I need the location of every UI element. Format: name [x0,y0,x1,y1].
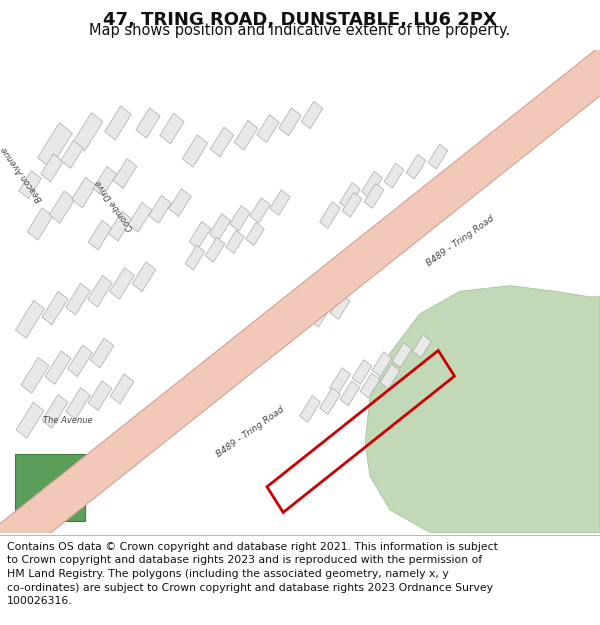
Polygon shape [230,206,250,231]
Polygon shape [310,302,330,328]
Polygon shape [45,351,71,384]
Polygon shape [21,357,49,393]
Text: The Avenue: The Avenue [43,416,93,425]
Text: Map shows position and indicative extent of the property.: Map shows position and indicative extent… [89,22,511,38]
Polygon shape [149,196,171,223]
Polygon shape [189,221,211,249]
Polygon shape [42,291,68,325]
Polygon shape [234,121,258,150]
Polygon shape [61,141,83,168]
Text: B489 - Tring Road: B489 - Tring Road [214,404,286,459]
Polygon shape [340,381,360,406]
Polygon shape [320,202,340,228]
Polygon shape [320,388,340,414]
Polygon shape [15,454,85,521]
Polygon shape [329,368,350,394]
Polygon shape [428,144,448,169]
Polygon shape [16,402,44,438]
Polygon shape [372,352,392,377]
Polygon shape [205,238,225,262]
Polygon shape [406,154,426,179]
Polygon shape [380,364,400,389]
Polygon shape [160,113,184,144]
Polygon shape [342,192,362,218]
Polygon shape [246,222,264,246]
Polygon shape [90,338,114,368]
Polygon shape [364,184,384,208]
Polygon shape [169,189,191,217]
Polygon shape [38,122,73,168]
Polygon shape [182,135,208,167]
Text: Contains OS data © Crown copyright and database right 2021. This information is : Contains OS data © Crown copyright and d… [7,542,498,606]
Polygon shape [41,154,63,182]
Polygon shape [269,318,290,344]
Polygon shape [279,108,301,136]
Polygon shape [49,191,75,223]
Polygon shape [27,208,53,240]
Polygon shape [65,388,91,419]
Text: Coombe Drive: Coombe Drive [94,178,136,232]
Polygon shape [132,262,156,291]
Polygon shape [362,171,382,198]
Polygon shape [113,159,137,188]
Polygon shape [42,394,68,428]
Polygon shape [136,107,160,138]
Polygon shape [290,309,310,336]
Polygon shape [413,335,431,357]
Polygon shape [384,163,404,188]
Polygon shape [73,112,103,151]
Polygon shape [365,286,600,532]
Polygon shape [352,359,372,384]
Polygon shape [0,39,600,588]
Polygon shape [257,114,279,142]
Polygon shape [210,127,234,157]
Polygon shape [88,276,112,307]
Polygon shape [185,245,205,270]
Polygon shape [270,190,290,216]
Polygon shape [68,345,92,377]
Polygon shape [104,106,131,140]
Polygon shape [340,182,361,209]
Text: B489 - Tring Road: B489 - Tring Road [424,214,496,268]
Polygon shape [88,220,112,250]
Polygon shape [301,101,323,129]
Polygon shape [360,373,380,398]
Polygon shape [250,198,270,223]
Polygon shape [392,342,412,367]
Polygon shape [88,381,112,411]
Polygon shape [110,268,134,299]
Polygon shape [19,171,41,199]
Polygon shape [72,177,96,208]
Polygon shape [16,301,44,338]
Polygon shape [128,202,152,232]
Text: 47, TRING ROAD, DUNSTABLE, LU6 2PX: 47, TRING ROAD, DUNSTABLE, LU6 2PX [103,11,497,29]
Polygon shape [299,396,320,422]
Polygon shape [93,166,117,196]
Polygon shape [330,294,350,319]
Text: Beacon Avenue: Beacon Avenue [0,144,44,202]
Polygon shape [110,374,134,404]
Polygon shape [226,231,244,253]
Polygon shape [209,214,231,241]
Polygon shape [108,211,132,241]
Polygon shape [65,283,91,315]
